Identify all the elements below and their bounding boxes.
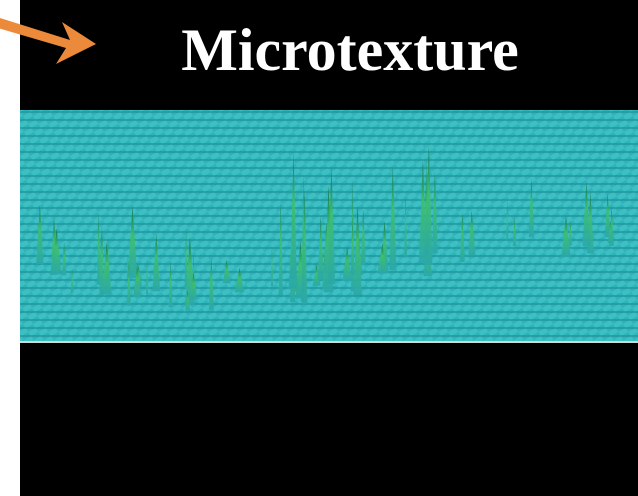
page: {"title": "Microtexture"} Microtexture (… — [0, 0, 638, 496]
title: Microtexture — [181, 17, 519, 83]
figure: Microtexture — [0, 0, 638, 496]
